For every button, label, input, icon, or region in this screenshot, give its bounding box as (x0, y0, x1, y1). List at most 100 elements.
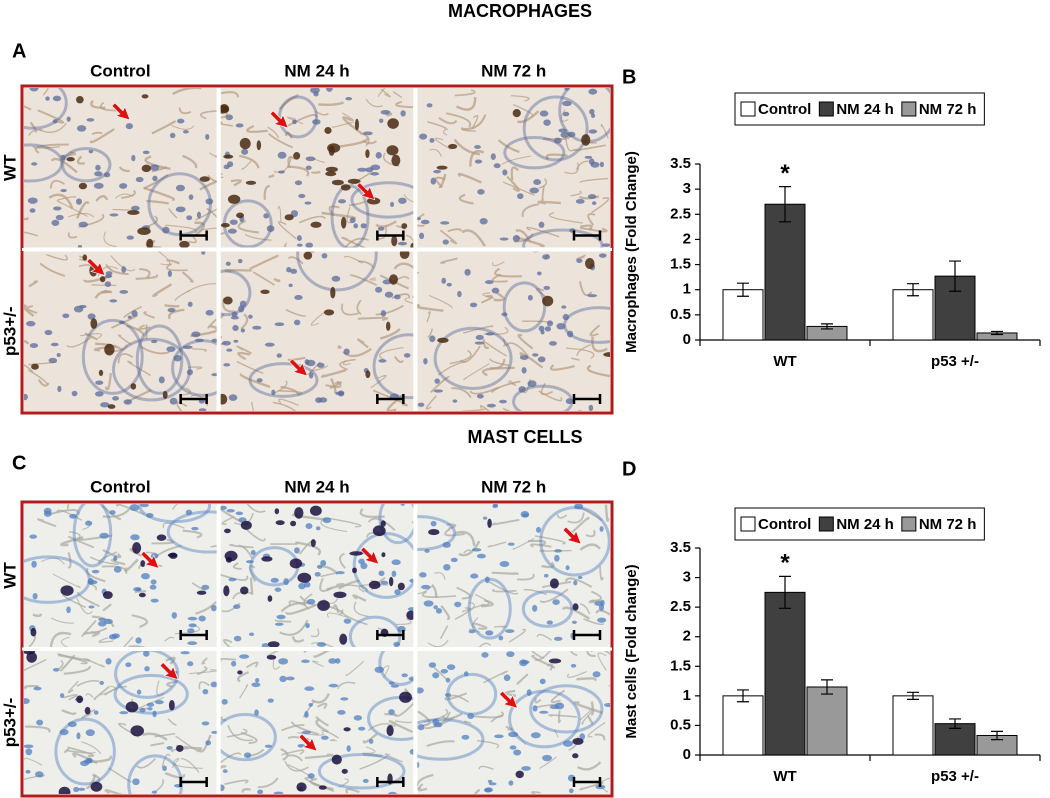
nucleus (76, 125, 87, 132)
fiber (24, 216, 29, 221)
nucleus (315, 526, 321, 531)
nucleus (567, 131, 576, 138)
nucleus (553, 137, 562, 144)
fiber (108, 767, 132, 783)
nucleus (29, 343, 39, 348)
nucleus (474, 145, 481, 149)
fiber (461, 603, 485, 613)
fiber (462, 407, 486, 411)
nucleus (221, 698, 228, 705)
nucleus (187, 661, 194, 667)
stained-cell (245, 180, 257, 185)
fiber (542, 580, 572, 588)
nucleus (576, 258, 583, 264)
stained-cell (236, 212, 244, 219)
fiber (482, 339, 490, 350)
nucleus (484, 576, 490, 584)
nucleus (103, 172, 111, 178)
nucleus (463, 671, 469, 677)
nucleus (407, 607, 414, 611)
nucleus (187, 301, 193, 307)
stained-cell (26, 651, 37, 663)
fiber (285, 309, 306, 317)
fiber (284, 760, 309, 772)
nucleus (301, 659, 310, 664)
fiber (298, 215, 326, 224)
stained-cell (323, 309, 335, 316)
stained-cell (137, 227, 151, 236)
fiber (426, 311, 431, 323)
nucleus (274, 622, 284, 626)
follicle (248, 362, 319, 398)
nucleus (517, 193, 524, 200)
error-bar (737, 282, 749, 297)
nucleus (513, 749, 522, 756)
fiber (84, 332, 99, 341)
nucleus (294, 547, 300, 554)
nucleus (526, 689, 532, 696)
red-arrow (140, 550, 160, 569)
stained-cell (167, 553, 178, 558)
nucleus (278, 658, 289, 665)
fiber (226, 728, 248, 738)
stained-cell (99, 276, 106, 283)
nucleus (25, 769, 31, 774)
row-label: WT (0, 562, 19, 589)
nucleus (562, 100, 572, 107)
fiber (379, 346, 404, 360)
fiber (473, 622, 488, 630)
fiber (540, 382, 554, 396)
nucleus (298, 582, 306, 590)
fiber (172, 504, 179, 510)
follicle (220, 269, 252, 317)
fiber (165, 224, 198, 234)
fiber (502, 407, 511, 411)
nucleus (316, 565, 323, 569)
fiber (237, 351, 251, 361)
fiber (457, 172, 482, 184)
fiber (98, 637, 114, 643)
fiber (463, 720, 472, 724)
fiber (384, 753, 403, 763)
fiber (284, 131, 293, 139)
fiber (65, 749, 96, 754)
nucleus (24, 744, 34, 749)
nucleus (233, 635, 242, 642)
fiber (599, 566, 604, 581)
fiber (510, 95, 530, 102)
nucleus (105, 658, 112, 665)
nucleus (50, 342, 59, 347)
nucleus (433, 722, 443, 728)
fiber (451, 387, 472, 398)
stained-cell (406, 610, 414, 620)
nucleus (119, 183, 128, 189)
nucleus (375, 152, 382, 159)
nucleus (205, 133, 210, 140)
nucleus (499, 561, 510, 568)
follicle (72, 504, 113, 568)
legend: Control NM 24 h NM 72 h (734, 92, 985, 126)
y-tick-label: 0 (683, 331, 691, 348)
y-tick-label: 0 (683, 746, 691, 763)
nucleus (499, 399, 507, 404)
nucleus (205, 309, 214, 316)
follicle (24, 88, 68, 130)
scale-bar (179, 777, 208, 787)
fiber (104, 373, 112, 391)
stained-cell (310, 539, 316, 547)
fiber (295, 541, 321, 556)
fiber (207, 174, 217, 183)
fiber (91, 284, 117, 287)
nucleus (362, 778, 369, 783)
fiber (329, 738, 337, 742)
nucleus (442, 541, 451, 548)
nucleus (94, 391, 104, 397)
fiber (181, 271, 194, 283)
fiber (230, 179, 242, 187)
follicle (317, 752, 406, 790)
fiber (570, 190, 582, 197)
nucleus (225, 261, 231, 266)
nucleus (71, 390, 78, 397)
red-arrow (159, 662, 179, 681)
column-label: NM 72 h (481, 61, 546, 80)
